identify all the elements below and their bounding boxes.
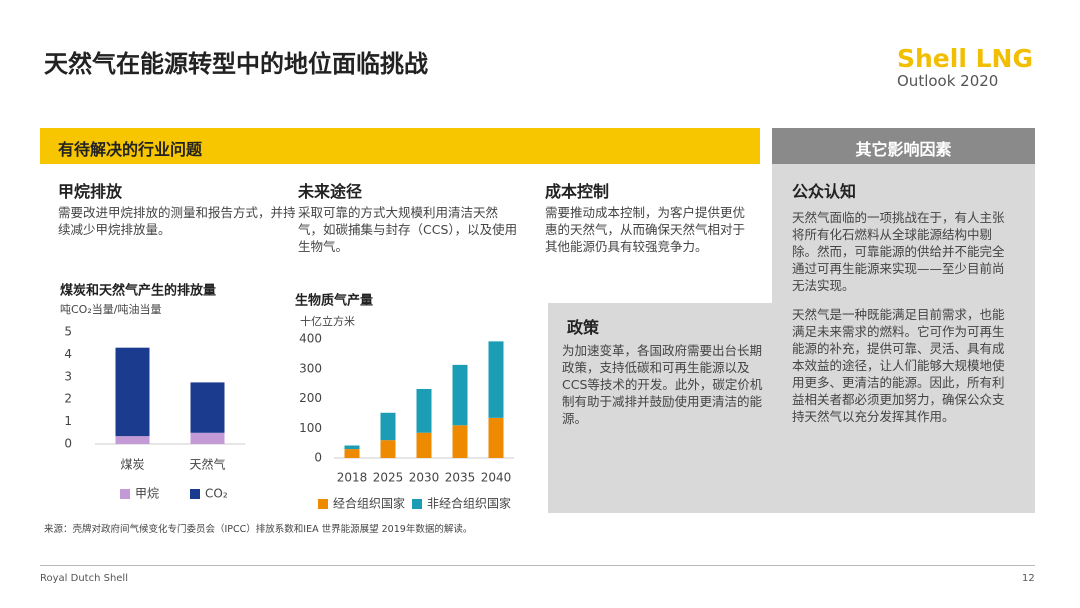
bar-segment bbox=[416, 388, 432, 433]
section-title: 政策 bbox=[567, 318, 600, 337]
section-text: 需要改进甲烷排放的测量和报告方式，并持续减少甲烷排放量。 bbox=[58, 205, 296, 237]
page-number: 12 bbox=[1022, 573, 1035, 584]
section-text: 为加速变革，各国政府需要出台长期政策，支持低碳和可再生能源以及CCS等技术的开发… bbox=[562, 343, 763, 426]
logo-subtitle: Outlook 2020 bbox=[897, 72, 999, 90]
chart-title: 生物质气产量 bbox=[295, 293, 373, 309]
bar-segment bbox=[416, 432, 432, 458]
section-text: 采取可靠的方式大规模利用清洁天然气，如碳捕集与封存（CCS），以及使用生物气。 bbox=[298, 205, 518, 254]
banner-text: 其它影响因素 bbox=[855, 140, 952, 159]
panel bbox=[772, 164, 1035, 513]
y-tick-label: 5 bbox=[64, 325, 72, 339]
y-tick-label: 0 bbox=[314, 451, 322, 465]
section-title: 公众认知 bbox=[792, 182, 857, 201]
legend-label: 非经合组织国家 bbox=[427, 496, 511, 511]
x-tick-label: 2030 bbox=[409, 471, 440, 485]
bar-segment bbox=[452, 364, 468, 426]
x-tick-label: 2025 bbox=[373, 471, 404, 485]
y-tick-label: 100 bbox=[299, 421, 322, 435]
legend-label: 甲烷 bbox=[135, 487, 159, 501]
bar-segment bbox=[190, 432, 225, 444]
chart-title: 煤炭和天然气产生的排放量 bbox=[60, 283, 216, 299]
bar-segment bbox=[488, 341, 504, 418]
bar-segment bbox=[190, 382, 225, 433]
logo: Shell LNG bbox=[897, 44, 1033, 73]
legend-label: CO₂ bbox=[205, 487, 228, 501]
panel bbox=[548, 303, 772, 513]
legend-label: 经合组织国家 bbox=[333, 496, 405, 511]
banner bbox=[40, 128, 760, 164]
bar-segment bbox=[344, 449, 360, 458]
y-tick-label: 1 bbox=[64, 414, 72, 428]
section-text: 天然气面临的一项挑战在于，有人主张将所有化石燃料从全球能源结构中剔除。然而，可靠… bbox=[792, 210, 1005, 293]
footer-company: Royal Dutch Shell bbox=[40, 573, 128, 584]
y-tick-label: 200 bbox=[299, 391, 322, 405]
section-text: 天然气是一种既能满足目前需求，也能满足未来需求的燃料。它可作为可再生能源的补充，… bbox=[792, 307, 1005, 424]
legend-swatch bbox=[190, 489, 200, 499]
legend-swatch bbox=[412, 499, 422, 509]
legend-swatch bbox=[318, 499, 328, 509]
y-tick-label: 400 bbox=[299, 332, 322, 346]
bar-segment bbox=[115, 347, 150, 437]
x-tick-label: 天然气 bbox=[189, 457, 225, 472]
x-tick-label: 2018 bbox=[337, 471, 368, 485]
banner bbox=[772, 128, 1035, 164]
y-axis-label: 吨CO₂当量/吨油当量 bbox=[60, 302, 161, 316]
section-title: 未来途径 bbox=[298, 182, 363, 201]
source: 来源：壳牌对政府间气候变化专门委员会（IPCC）排放系数和IEA 世界能源展望 … bbox=[44, 524, 473, 535]
bar-segment bbox=[488, 417, 504, 458]
slide-title: 天然气在能源转型中的地位面临挑战 bbox=[44, 50, 428, 78]
section-text: 需要推动成本控制，为客户提供更优惠的天然气，从而确保天然气相对于其他能源仍具有较… bbox=[545, 205, 746, 254]
y-tick-label: 3 bbox=[64, 369, 72, 383]
bar-segment bbox=[380, 412, 396, 441]
footer-rule bbox=[40, 565, 1035, 566]
banner-text: 有待解决的行业问题 bbox=[58, 140, 203, 159]
section-title: 甲烷排放 bbox=[58, 182, 123, 201]
y-tick-label: 2 bbox=[64, 392, 72, 406]
bar-segment bbox=[380, 440, 396, 458]
section-title: 成本控制 bbox=[545, 182, 610, 201]
bar-segment bbox=[344, 445, 360, 450]
y-tick-label: 4 bbox=[64, 347, 72, 361]
x-tick-label: 煤炭 bbox=[120, 458, 144, 472]
legend-swatch bbox=[120, 489, 130, 499]
bar-segment bbox=[452, 425, 468, 458]
bar-segment bbox=[115, 436, 150, 444]
y-axis-label: 十亿立方米 bbox=[300, 314, 355, 328]
x-tick-label: 2040 bbox=[481, 471, 512, 485]
y-tick-label: 0 bbox=[64, 437, 72, 451]
x-tick-label: 2035 bbox=[445, 471, 476, 485]
y-tick-label: 300 bbox=[299, 361, 322, 375]
